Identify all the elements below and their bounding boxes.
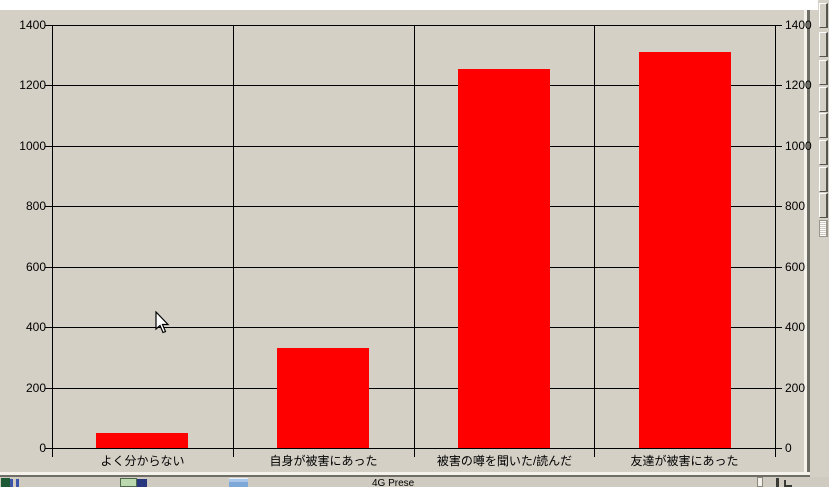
right-edge-segment-0 (819, 3, 828, 28)
ytick-right-800 (775, 206, 782, 207)
ytick-left-1000 (45, 146, 52, 147)
right-edge-segment-6 (819, 167, 828, 192)
y-axis-label-left-1400: 1400 (19, 18, 46, 32)
y-axis-label-left-600: 600 (25, 260, 46, 274)
category-separator-2 (414, 25, 415, 448)
xtick-0 (52, 448, 53, 457)
gridline-y-200 (52, 388, 775, 389)
xtick-1 (233, 448, 234, 457)
ytick-left-0 (45, 448, 52, 449)
window-bottom-border-highlight (0, 472, 810, 475)
category-label-0: よく分からない (100, 454, 185, 468)
bottom-right-mark-2 (784, 480, 792, 487)
ytick-right-1400 (775, 25, 782, 26)
ytick-right-1000 (775, 146, 782, 147)
bottom-right-mark-1 (776, 478, 779, 487)
gridline-y-600 (52, 267, 775, 268)
y-axis-label-right-200: 200 (785, 381, 806, 395)
y-axis-label-right-800: 800 (785, 199, 806, 213)
y-axis-label-right-1200: 1200 (785, 78, 812, 92)
ytick-left-200 (45, 388, 52, 389)
bar-2[interactable] (458, 69, 550, 448)
bottom-right-edge-1 (757, 477, 763, 487)
right-edge-segment-5 (819, 140, 828, 165)
right-edge-segment-4 (819, 113, 828, 138)
taskbar-strip (0, 477, 829, 487)
bar-1[interactable] (277, 348, 369, 448)
ytick-right-1200 (775, 85, 782, 86)
y-axis-label-left-400: 400 (25, 320, 46, 334)
ytick-right-600 (775, 267, 782, 268)
gridline-y-0 (52, 448, 775, 449)
right-edge-segment-2 (819, 60, 828, 85)
ytick-left-600 (45, 267, 52, 268)
taskbar-app-icon-left-accent2 (16, 479, 19, 487)
y-axis-label-right-400: 400 (785, 320, 806, 334)
ytick-left-800 (45, 206, 52, 207)
ytick-left-1400 (45, 25, 52, 26)
category-label-3: 友達が被害にあった (630, 454, 739, 468)
taskbar-app-icon-window[interactable] (229, 478, 248, 483)
right-edge-segment-1 (819, 32, 828, 57)
y-axis-label-left-200: 200 (25, 381, 46, 395)
window-bottom-border-shadow (0, 475, 810, 477)
taskbar-app-icon-left[interactable] (1, 478, 10, 487)
category-separator-1 (233, 25, 234, 448)
y-axis-label-right-600: 600 (785, 260, 806, 274)
bar-3[interactable] (639, 52, 731, 448)
gridline-y-800 (52, 206, 775, 207)
taskbar-app-icon-window-body (229, 482, 248, 487)
bar-0[interactable] (96, 433, 188, 448)
right-edge-segment-dotted (819, 220, 828, 237)
y-axis-label-left-800: 800 (25, 199, 46, 213)
ytick-left-1200 (45, 85, 52, 86)
gridline-y-1200 (52, 85, 775, 86)
ytick-right-200 (775, 388, 782, 389)
category-label-1: 自身が被害にあった (269, 454, 378, 468)
right-edge-segment-3 (819, 87, 828, 112)
mouse-cursor-arrow (155, 311, 170, 334)
window-right-border-highlight (804, 10, 807, 475)
gridline-y-400 (52, 327, 775, 328)
category-label-2: 被害の噂を聞いた/読んだ (436, 454, 573, 468)
top-white-strip (0, 0, 818, 10)
y-axis-label-right-1000: 1000 (785, 139, 812, 153)
y-axis-label-left-1000: 1000 (19, 139, 46, 153)
ytick-left-400 (45, 327, 52, 328)
taskbar-button-label-fragment[interactable]: 4G Prese (372, 478, 415, 487)
xtick-4 (775, 448, 776, 457)
taskbar-app-icon-green[interactable] (120, 478, 137, 487)
xtick-2 (414, 448, 415, 457)
ytick-right-400 (775, 327, 782, 328)
plot-border-left (52, 25, 53, 448)
taskbar-app-icon-left-accent (10, 479, 13, 487)
window-right-border-shadow (807, 10, 810, 476)
ytick-right-0 (775, 448, 782, 449)
right-edge-segment-7 (819, 193, 828, 218)
y-axis-label-right-0: 0 (785, 441, 792, 455)
xtick-3 (594, 448, 595, 457)
taskbar-app-icon-blue-dark[interactable] (137, 479, 147, 487)
gridline-y-1400 (52, 25, 775, 26)
y-axis-label-left-0: 0 (39, 441, 46, 455)
y-axis-label-right-1400: 1400 (785, 18, 812, 32)
category-separator-3 (594, 25, 595, 448)
gridline-y-1000 (52, 146, 775, 147)
plot-border-right (775, 25, 776, 448)
y-axis-label-left-1200: 1200 (19, 78, 46, 92)
